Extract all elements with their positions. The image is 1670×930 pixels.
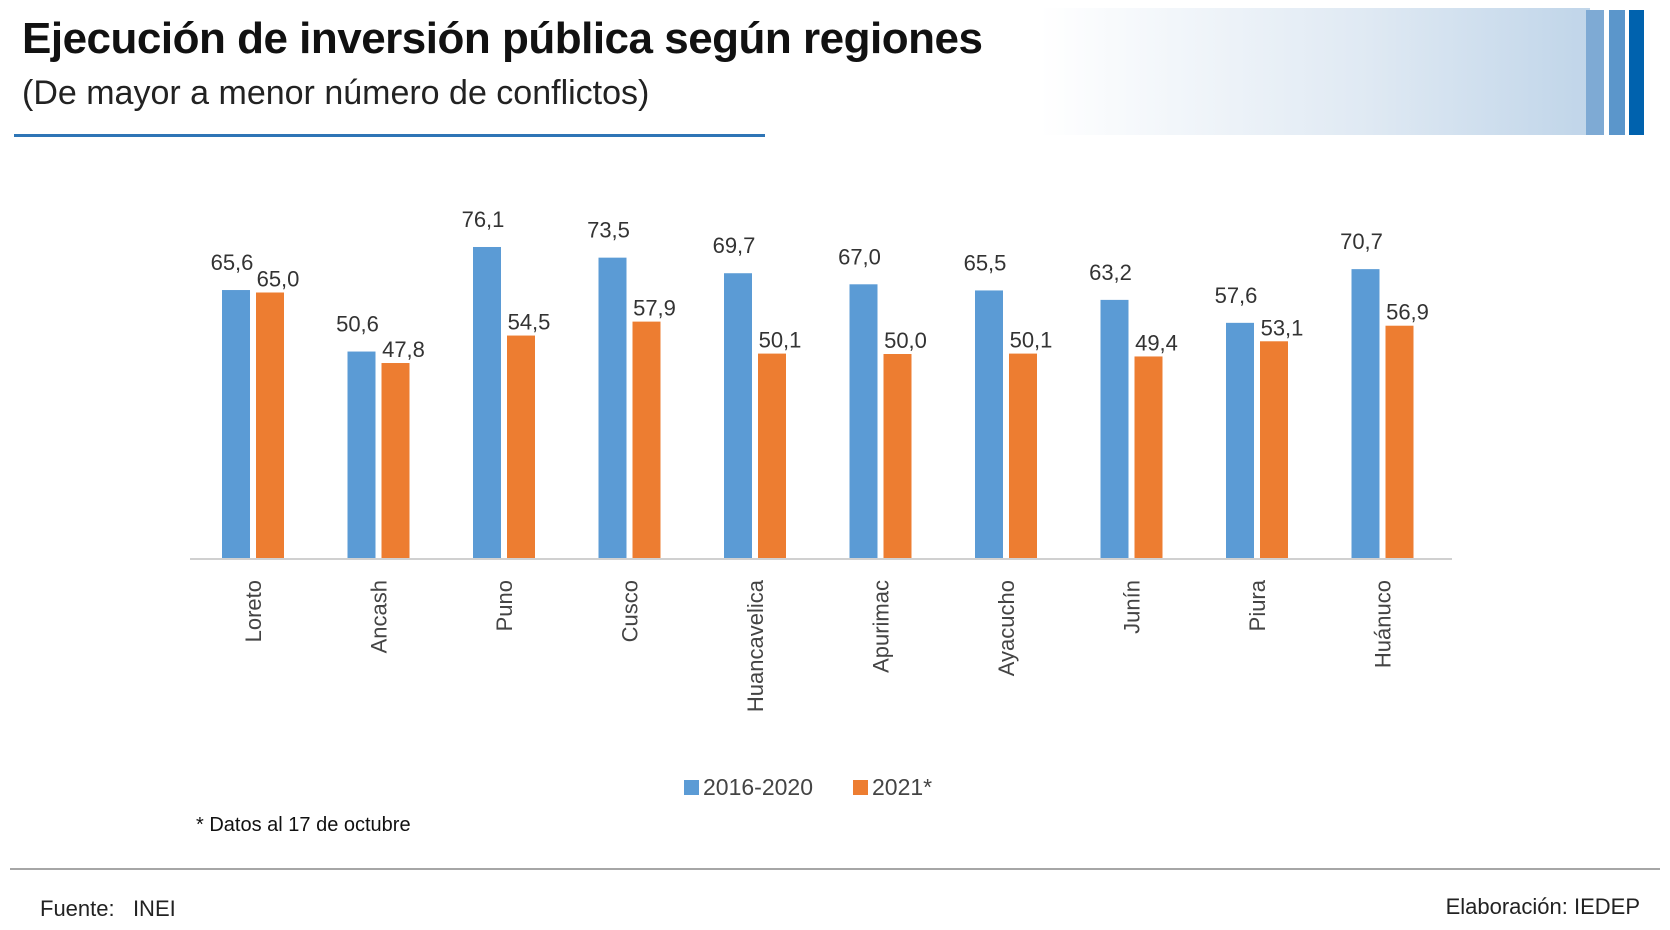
bar-series2-9 xyxy=(1385,325,1414,559)
data-label: 76,1 xyxy=(462,207,505,232)
bar-series2-5 xyxy=(883,354,912,559)
category-label: Ayacucho xyxy=(994,580,1019,676)
bar-series2-0 xyxy=(256,292,284,559)
bar-series1-4 xyxy=(724,273,752,559)
category-label: Piura xyxy=(1245,579,1270,631)
bar-series2-4 xyxy=(758,353,786,559)
bar-series2-8 xyxy=(1260,341,1288,559)
data-label: 54,5 xyxy=(508,310,551,335)
category-label: Huancavelica xyxy=(743,579,768,712)
legend-swatch-blue xyxy=(684,780,699,795)
header-decoration-stripe xyxy=(1629,10,1644,135)
bar-series1-5 xyxy=(849,284,878,559)
legend-label: 2021* xyxy=(872,774,933,800)
legend-item-2016-2020: 2016-2020 xyxy=(684,774,813,801)
bar-chart: 65,665,0 Loreto 50,647,8 Ancash 76,1 54,5 Puno… xyxy=(190,207,1452,712)
data-label: 67,0 xyxy=(838,244,881,269)
bar-series1-1 xyxy=(347,351,376,559)
data-label: 69,7 xyxy=(713,233,756,258)
legend-label: 2016-2020 xyxy=(703,774,813,800)
header-decoration-stripe xyxy=(1586,10,1604,135)
chart-title: Ejecución de inversión pública según reg… xyxy=(22,14,983,63)
category-label: Loreto xyxy=(241,580,266,642)
bar-series1-8 xyxy=(1226,322,1254,559)
category-label: Apurimac xyxy=(869,580,894,673)
credit-text: Elaboración: IEDEP xyxy=(1445,894,1640,919)
header-decoration-stripe xyxy=(1609,10,1625,135)
data-label: 50,1 xyxy=(759,328,802,353)
data-label: 53,1 xyxy=(1261,315,1304,340)
bar-series2-6 xyxy=(1009,353,1037,559)
bar-series2-7 xyxy=(1134,356,1163,559)
bar-series2-1 xyxy=(381,363,410,559)
header-decoration-gradient xyxy=(1040,8,1590,135)
data-label: 57,9 xyxy=(633,296,676,321)
legend-item-2021: 2021* xyxy=(853,774,932,801)
data-label: 57,6 xyxy=(1215,283,1258,308)
category-label: Puno xyxy=(492,580,517,631)
legend-swatch-orange xyxy=(853,780,868,795)
footer-divider xyxy=(10,868,1660,870)
data-label: 65,5 xyxy=(964,250,1007,275)
data-label: 65,0 xyxy=(257,267,300,292)
footnote: * Datos al 17 de octubre xyxy=(196,814,411,836)
data-label: 56,9 xyxy=(1386,300,1429,325)
bar-series2-2 xyxy=(507,335,535,559)
labels-group: 65,665,0 Loreto 50,647,8 Ancash 76,1 54,5 Puno… xyxy=(211,207,1429,712)
bar-series1-3 xyxy=(598,257,627,559)
category-label: Huánuco xyxy=(1371,580,1396,668)
data-label: 47,8 xyxy=(382,337,425,362)
data-label: 73,5 xyxy=(587,218,630,243)
bar-series1-2 xyxy=(473,246,501,560)
category-label: Junín xyxy=(1120,580,1145,634)
bar-series1-6 xyxy=(975,290,1003,559)
data-label: 50,0 xyxy=(884,328,927,353)
data-label: 63,2 xyxy=(1089,260,1132,285)
data-label: 50,1 xyxy=(1010,328,1053,353)
chart-legend: 2016-2020 2021* xyxy=(684,774,932,801)
data-label: 70,7 xyxy=(1340,229,1383,254)
category-label: Ancash xyxy=(367,580,392,653)
bar-series1-7 xyxy=(1100,299,1129,559)
data-label: 50,6 xyxy=(336,312,379,337)
bar-series2-3 xyxy=(632,321,661,559)
bar-series1-9 xyxy=(1351,269,1380,559)
category-label: Cusco xyxy=(618,580,643,642)
chart-subtitle: (De mayor a menor número de conflictos) xyxy=(22,74,650,112)
source-text: Fuente: INEI xyxy=(40,896,176,921)
title-underline xyxy=(14,134,765,137)
data-label: 49,4 xyxy=(1135,330,1178,355)
data-label: 65,6 xyxy=(211,250,254,275)
bars-group xyxy=(222,246,1414,560)
bar-series1-0 xyxy=(222,290,250,559)
